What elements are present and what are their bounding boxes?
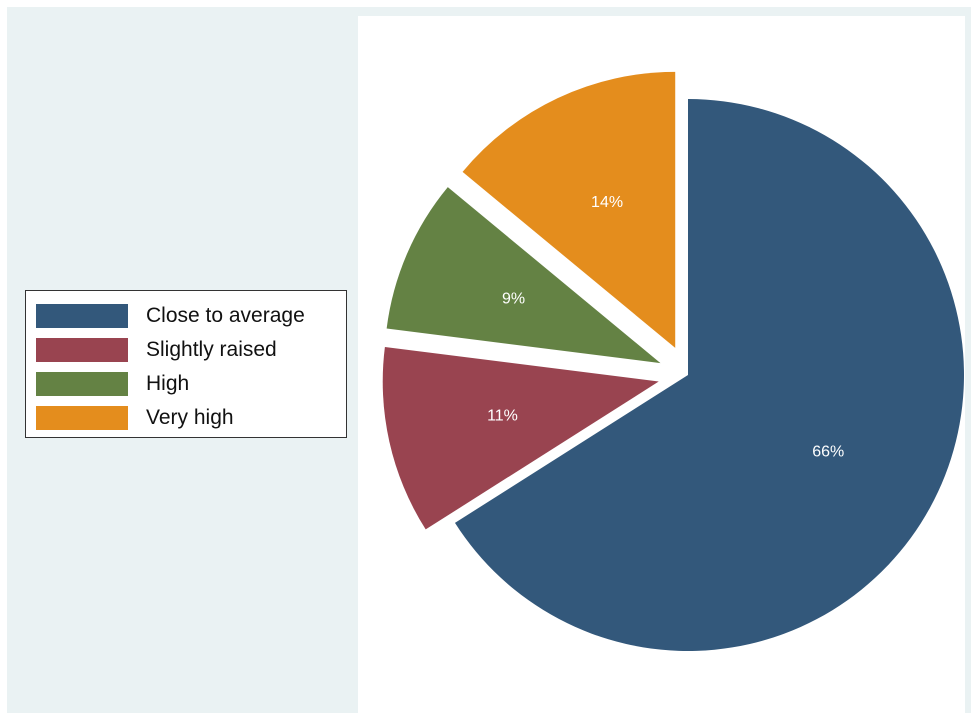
pie-slice-slightly-raised	[382, 346, 659, 530]
legend-item-very-high: Very high	[36, 401, 346, 435]
pie-slice-very-high	[462, 71, 676, 348]
pie-slice-high	[386, 187, 661, 364]
legend-swatch	[36, 372, 128, 396]
pie-value-label-slightly-raised: 11%	[487, 408, 518, 425]
legend-item-high: High	[36, 367, 346, 401]
legend-item-close-to-average: Close to average	[36, 299, 346, 333]
legend: Close to average Slightly raised High Ve…	[25, 290, 347, 438]
pie-value-label-very-high: 14%	[591, 194, 623, 211]
legend-item-slightly-raised: Slightly raised	[36, 333, 346, 367]
legend-label: Close to average	[146, 304, 305, 327]
pie-slice-close-to-average	[454, 99, 965, 652]
legend-label: Slightly raised	[146, 338, 277, 361]
legend-label: High	[146, 372, 190, 395]
legend-swatch	[36, 304, 128, 328]
legend-label: Very high	[146, 406, 234, 429]
pie-value-label-close-to-average: 66%	[812, 443, 844, 460]
legend-swatch	[36, 406, 128, 430]
pie-value-label-high: 9%	[502, 291, 525, 308]
legend-swatch	[36, 338, 128, 362]
